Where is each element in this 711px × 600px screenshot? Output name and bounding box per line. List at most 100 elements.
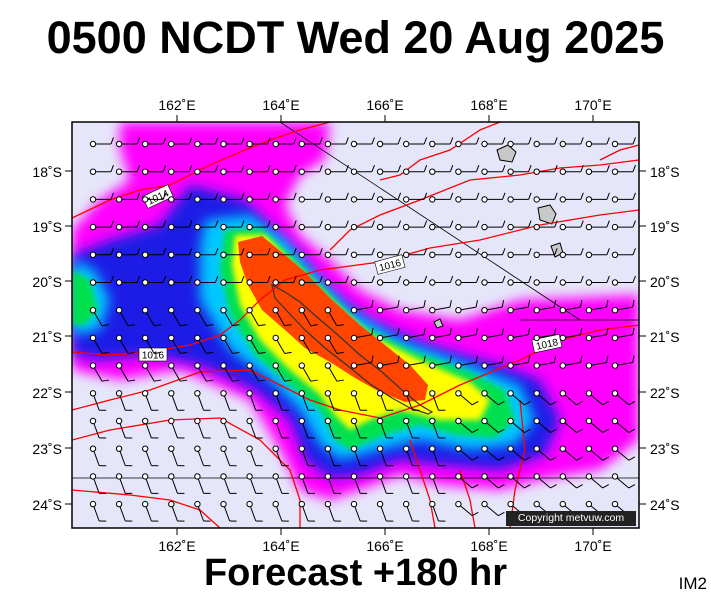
wind-barb-feather (580, 300, 583, 308)
wind-barb-feather (110, 164, 114, 172)
wind-station-dot (350, 307, 358, 314)
wind-station-dot (89, 251, 97, 259)
wind-station-dot (298, 445, 305, 452)
wind-barb-feather (475, 137, 480, 145)
lat-label: 21˚S (650, 329, 680, 345)
wind-station-dot (168, 279, 175, 286)
wind-station-dot (298, 168, 305, 175)
lon-label: 170˚E (574, 97, 611, 113)
wind-station-dot (585, 362, 593, 369)
lon-label: 168˚E (470, 538, 507, 554)
wind-barb-feather (180, 379, 188, 382)
wind-barb-feather (501, 355, 505, 363)
wind-station-dot (585, 307, 593, 314)
wind-barb-feather (502, 220, 506, 228)
wind-barb-feather (336, 324, 344, 327)
wind-station-dot (168, 500, 175, 508)
wind-station-dot (611, 279, 619, 286)
wind-station-dot (115, 445, 123, 452)
wind-station-dot (194, 168, 201, 175)
wind-station-dot (220, 251, 227, 259)
wind-station-dot (89, 390, 97, 397)
wind-station-dot (220, 279, 227, 286)
wind-station-dot (455, 251, 462, 259)
wind-barb-feather (336, 351, 344, 354)
wind-station-dot (403, 251, 410, 259)
wind-barb-feather (371, 327, 374, 335)
wind-barb-feather (606, 327, 609, 335)
wind-station-dot (168, 473, 175, 480)
lon-label: 166˚E (366, 97, 403, 113)
wind-station-dot (507, 196, 514, 203)
lon-label: 162˚E (158, 538, 195, 554)
wind-barb-feather (110, 192, 114, 200)
wind-barb-feather (628, 456, 636, 461)
lon-label: 162˚E (158, 97, 195, 113)
lat-label: 18˚S (650, 164, 680, 180)
wind-station-dot (507, 168, 514, 175)
wind-barb-feather (550, 456, 557, 461)
wind-station-dot (194, 279, 201, 286)
wind-station-dot (585, 390, 593, 397)
wind-barb-feather (498, 428, 505, 434)
wind-barb-feather (423, 192, 428, 200)
wind-station-dot (611, 307, 619, 314)
wind-station-dot (611, 390, 619, 397)
wind-barb-feather (136, 275, 141, 283)
lat-label: 20˚S (650, 274, 680, 290)
wind-barb-feather (554, 275, 558, 283)
wind-station-dot (481, 168, 488, 175)
wind-barb-feather (319, 248, 323, 255)
wind-barb-feather (475, 300, 478, 308)
wind-barb-feather (232, 351, 240, 354)
wind-barb-feather (632, 275, 636, 283)
wind-barb-feather (449, 220, 454, 228)
wind-station-dot (376, 417, 384, 425)
wind-barb-feather (267, 220, 271, 228)
wind-barb-feather (498, 484, 505, 489)
wind-station-dot (272, 140, 279, 148)
wind-barb-feather (188, 164, 193, 172)
wind-barb-feather (310, 351, 318, 354)
wind-barb-feather (371, 300, 374, 308)
wind-station-dot (507, 362, 514, 369)
wind-station-dot (350, 140, 358, 148)
wind-station-dot (324, 417, 332, 425)
wind-barb-feather (345, 137, 349, 145)
wind-barb-feather (345, 164, 349, 172)
wind-station-dot (455, 140, 462, 148)
wind-station-dot (220, 362, 227, 369)
wind-station-dot (89, 307, 97, 314)
wind-station-dot (611, 417, 619, 425)
axis-ticks (65, 115, 646, 535)
wind-barb-feather (576, 428, 583, 434)
wind-station-dot (142, 307, 149, 314)
wind-barb-feather (602, 401, 610, 406)
wind-station-dot (376, 390, 384, 397)
wind-barb-feather (501, 300, 505, 308)
wind-station-dot (350, 417, 358, 425)
wind-station-dot (115, 473, 123, 480)
wind-station-dot (115, 307, 123, 314)
wind-barb-feather (475, 248, 480, 255)
wind-station-dot (220, 445, 227, 452)
wind-barb-feather (284, 379, 292, 382)
wind-barb-feather (214, 137, 219, 145)
wind-station-dot (533, 140, 540, 148)
wind-station-dot (507, 473, 514, 480)
wind-station-dot (507, 445, 514, 452)
wind-barb-feather (188, 137, 193, 145)
wind-station-dot (298, 307, 305, 314)
wind-barb-feather (162, 275, 167, 283)
wind-barb-feather (258, 379, 266, 382)
wind-barb-feather (154, 324, 162, 327)
wind-barb-feather (528, 275, 532, 283)
isobar-label: 1018 (535, 337, 559, 352)
wind-station-dot (507, 334, 514, 342)
wind-barb-feather (471, 511, 479, 517)
wind-barb-feather (206, 324, 214, 327)
wind-station-dot (324, 279, 332, 286)
wind-barb-feather (162, 192, 167, 200)
wind-station-dot (533, 500, 540, 508)
wind-station-dot (611, 500, 619, 508)
